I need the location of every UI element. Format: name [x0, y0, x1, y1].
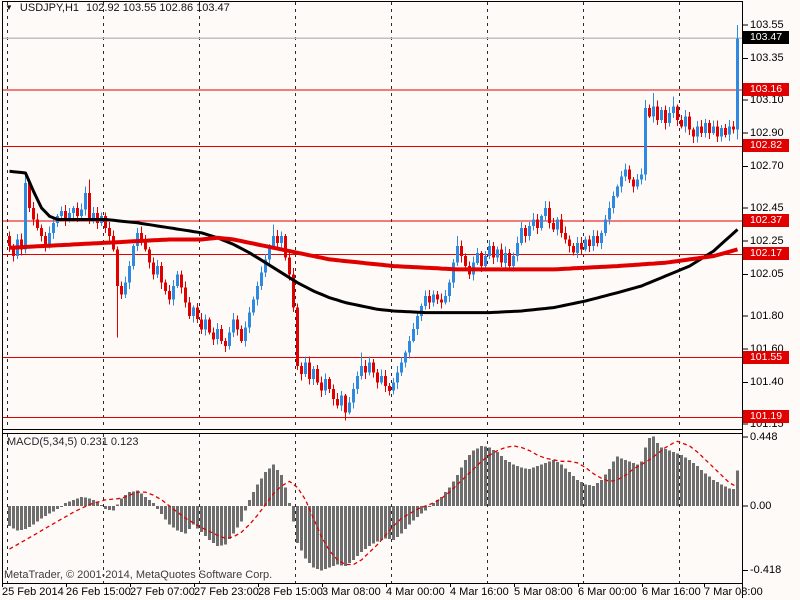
symbol-period-label: USDJPY,H1 [19, 2, 80, 14]
ma-red-line [9, 235, 739, 272]
level-price-badge: 101.55 [743, 351, 789, 364]
time-axis-label: 6 Mar 00:00 [578, 586, 637, 598]
ohlc-values-label: 102.92 103.55 102.86 103.47 [86, 2, 230, 14]
macd-tick-label: 0.00 [750, 500, 772, 512]
macd-signal-line [9, 440, 738, 566]
time-axis-label: 7 Mar 08:00 [704, 586, 763, 598]
level-lines[interactable] [2, 89, 742, 418]
price-tick-label: 102.05 [750, 268, 784, 280]
macd-tick-label: -0.418 [750, 564, 782, 576]
price-tick-label: 101.40 [750, 376, 784, 388]
ma-black-line [9, 169, 739, 315]
candles-layer [8, 25, 739, 421]
watermark: MetaTrader, © 2001-2014, MetaQuotes Soft… [4, 569, 273, 581]
time-axis-label: 26 Feb 15:00 [66, 586, 131, 598]
grid-lines [7, 2, 680, 583]
time-axis-label: 4 Mar 16:00 [450, 586, 509, 598]
time-axis-label: 27 Feb 23:00 [194, 586, 259, 598]
time-axis-label: 25 Feb 2014 [2, 586, 64, 598]
symbol-marker-icon: ▼ [5, 3, 13, 12]
macd-tick-label: 0.448 [750, 431, 778, 443]
price-tick-label: 103.35 [750, 52, 784, 64]
price-tick-label: 102.25 [750, 235, 784, 247]
level-price-badge: 103.16 [743, 83, 789, 96]
price-tick-label: 102.70 [750, 160, 784, 172]
price-tick-label: 101.80 [750, 310, 784, 322]
panel-borders [2, 1, 743, 598]
price-tick-label: 102.45 [750, 202, 784, 214]
time-axis-label: 6 Mar 16:00 [642, 586, 701, 598]
price-tick-label: 103.55 [750, 19, 784, 31]
current-price-badge: 103.47 [743, 31, 789, 44]
time-axis-label: 27 Feb 07:00 [130, 586, 195, 598]
chart-title: ▼ USDJPY,H1 102.92 103.55 102.86 103.47 [5, 2, 230, 14]
axis-ticks [2, 24, 748, 587]
price-tick-label: 102.90 [750, 127, 784, 139]
time-axis-label: 5 Mar 08:00 [514, 586, 573, 598]
price-tick-label: 103.10 [750, 94, 784, 106]
level-price-badge: 102.17 [743, 247, 789, 260]
macd-histogram [8, 436, 739, 571]
level-price-badge: 102.37 [743, 214, 789, 227]
macd-indicator-label: MACD(5,34,5) 0.231 0.123 [7, 436, 139, 448]
level-price-badge: 101.19 [743, 410, 789, 423]
level-price-badge: 102.82 [743, 139, 789, 152]
time-axis-label: 3 Mar 08:00 [322, 586, 381, 598]
time-axis-label: 28 Feb 15:00 [258, 586, 323, 598]
time-axis-label: 4 Mar 00:00 [386, 586, 445, 598]
